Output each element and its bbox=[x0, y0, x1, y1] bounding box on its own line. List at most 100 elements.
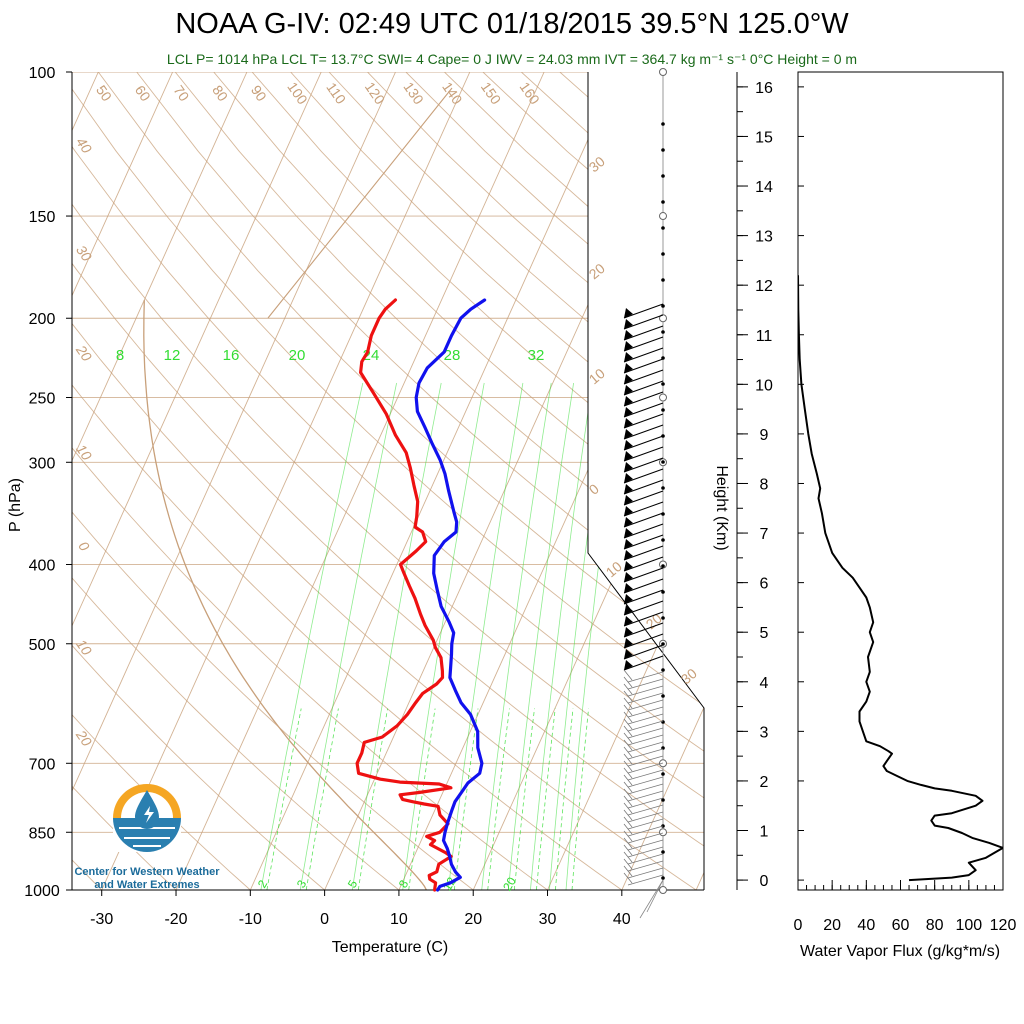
mixing-ratio-label: 16 bbox=[223, 347, 240, 364]
wind-barb bbox=[623, 347, 664, 363]
wind-barb bbox=[627, 685, 664, 697]
height-tick-label: 0 bbox=[760, 873, 769, 890]
wind-barb bbox=[627, 818, 664, 830]
wind-level-dot bbox=[661, 798, 665, 802]
isotherm-line bbox=[398, 72, 704, 890]
wind-speed-label: 20 bbox=[586, 260, 608, 282]
wind-level-dot bbox=[661, 460, 665, 464]
logo-caption-line2: and Water Extremes bbox=[94, 879, 200, 891]
wind-barb bbox=[627, 769, 664, 781]
wind-level-circle bbox=[659, 68, 667, 76]
wind-level-dot bbox=[661, 486, 665, 490]
y-tick-label: 200 bbox=[29, 311, 56, 328]
wind-barb-feather bbox=[623, 739, 633, 751]
isotherm-line bbox=[101, 72, 471, 890]
wind-level-dot bbox=[661, 590, 665, 594]
y-axis-title: P (hPa) bbox=[7, 478, 24, 532]
dry-adiabat bbox=[72, 72, 196, 890]
wind-barb-feather bbox=[623, 697, 633, 709]
wind-barb-flag bbox=[624, 616, 633, 626]
flux-axis-title: Water Vapor Flux (g/kg*m/s) bbox=[800, 943, 1000, 960]
moist-adiabat bbox=[266, 708, 302, 890]
flux-tick-label: 0 bbox=[794, 917, 803, 934]
wind-barb bbox=[623, 523, 664, 539]
y-tick-label: 250 bbox=[29, 391, 56, 408]
height-tick-label: 4 bbox=[760, 675, 769, 692]
sounding-parameters: LCL P= 1014 hPa LCL T= 13.7°C SWI= 4 Cap… bbox=[166, 51, 858, 67]
wind-barb-feather bbox=[623, 711, 633, 723]
height-tick-label: 9 bbox=[760, 427, 769, 444]
wind-level-dot bbox=[661, 252, 665, 256]
isotherm-label: 110 bbox=[323, 79, 349, 107]
page-title: NOAA G-IV: 02:49 UTC 01/18/2015 39.5°N 1… bbox=[175, 8, 849, 40]
wind-barb-feather bbox=[623, 746, 633, 758]
mixing-ratio-line bbox=[402, 382, 485, 890]
y-tick-label: 850 bbox=[29, 825, 56, 842]
wind-level-dot bbox=[661, 850, 665, 854]
isotherm-label: 120 bbox=[362, 79, 389, 107]
height-tick-label: 11 bbox=[756, 328, 773, 345]
wind-barb bbox=[623, 611, 664, 627]
moist-adiabat bbox=[513, 708, 535, 890]
wind-barb-feather bbox=[623, 872, 633, 884]
wind-barb-flag bbox=[624, 561, 633, 571]
dry-adiabat bbox=[444, 72, 704, 890]
isotherm-label: 50 bbox=[93, 82, 115, 104]
wind-level-dot bbox=[661, 174, 665, 178]
height-tick-label: 7 bbox=[760, 526, 769, 543]
dry-adiabat-label: 10 bbox=[73, 636, 95, 658]
moist-adiabat bbox=[305, 708, 339, 890]
x-tick-label: -30 bbox=[90, 911, 113, 928]
wind-barb-feather bbox=[623, 795, 633, 807]
mixing-ratio-line bbox=[447, 382, 524, 890]
flux-tick-label: 120 bbox=[990, 917, 1017, 934]
wind-barb bbox=[623, 314, 664, 330]
wind-barb-flag bbox=[624, 528, 633, 538]
wind-barb-flag bbox=[624, 374, 633, 384]
wind-barb bbox=[627, 853, 664, 865]
wind-barb-feather bbox=[623, 788, 633, 800]
wind-barb-feather bbox=[623, 781, 633, 793]
wind-speed-label: 30 bbox=[678, 665, 700, 687]
isotherm-line bbox=[175, 72, 545, 890]
isotherm-line bbox=[249, 72, 619, 890]
wind-barb bbox=[623, 501, 664, 517]
wind-barb bbox=[627, 790, 664, 802]
dry-adiabat-label: 10 bbox=[73, 441, 95, 463]
dry-adiabat-label: 20 bbox=[73, 726, 96, 749]
mixing-ratio-label: 12 bbox=[164, 347, 181, 364]
wind-speed-label: 30 bbox=[586, 153, 608, 175]
wind-level-dot bbox=[661, 408, 665, 412]
height-tick-label: 5 bbox=[760, 625, 769, 642]
wind-barb bbox=[627, 741, 664, 753]
wind-level-dot bbox=[661, 772, 665, 776]
dry-adiabat bbox=[367, 72, 704, 890]
dry-adiabat bbox=[72, 72, 704, 890]
wind-barb-feather bbox=[623, 802, 633, 814]
height-axis-title: Height (Km) bbox=[713, 465, 730, 550]
isotherm-label: 130 bbox=[400, 79, 427, 107]
mixing-ratio-line bbox=[260, 382, 364, 890]
mixing-ratio-label: 3 bbox=[294, 877, 310, 890]
wind-barb bbox=[623, 413, 664, 429]
mixing-ratio-label: 28 bbox=[444, 347, 461, 364]
wind-barb-flag bbox=[624, 330, 633, 340]
wind-barb-flag bbox=[624, 363, 633, 373]
wind-barb bbox=[627, 762, 664, 774]
wind-level-dot bbox=[661, 616, 665, 620]
wind-barb-feather bbox=[623, 851, 633, 863]
flux-tick-label: 40 bbox=[857, 917, 875, 934]
mixing-ratio-line bbox=[507, 382, 574, 890]
flux-tick-label: 80 bbox=[926, 917, 944, 934]
isotherm-line bbox=[770, 72, 1024, 890]
wind-barb-feather bbox=[623, 760, 633, 772]
mixing-ratio-line bbox=[530, 382, 593, 890]
isotherm-line bbox=[324, 72, 694, 890]
dry-adiabat bbox=[72, 72, 704, 890]
wind-barb bbox=[646, 879, 664, 913]
dry-adiabat bbox=[72, 72, 704, 890]
wind-level-circle bbox=[659, 393, 667, 402]
wind-barb-flag bbox=[624, 550, 633, 560]
height-tick-label: 13 bbox=[755, 229, 773, 246]
wind-level-dot bbox=[661, 668, 665, 672]
